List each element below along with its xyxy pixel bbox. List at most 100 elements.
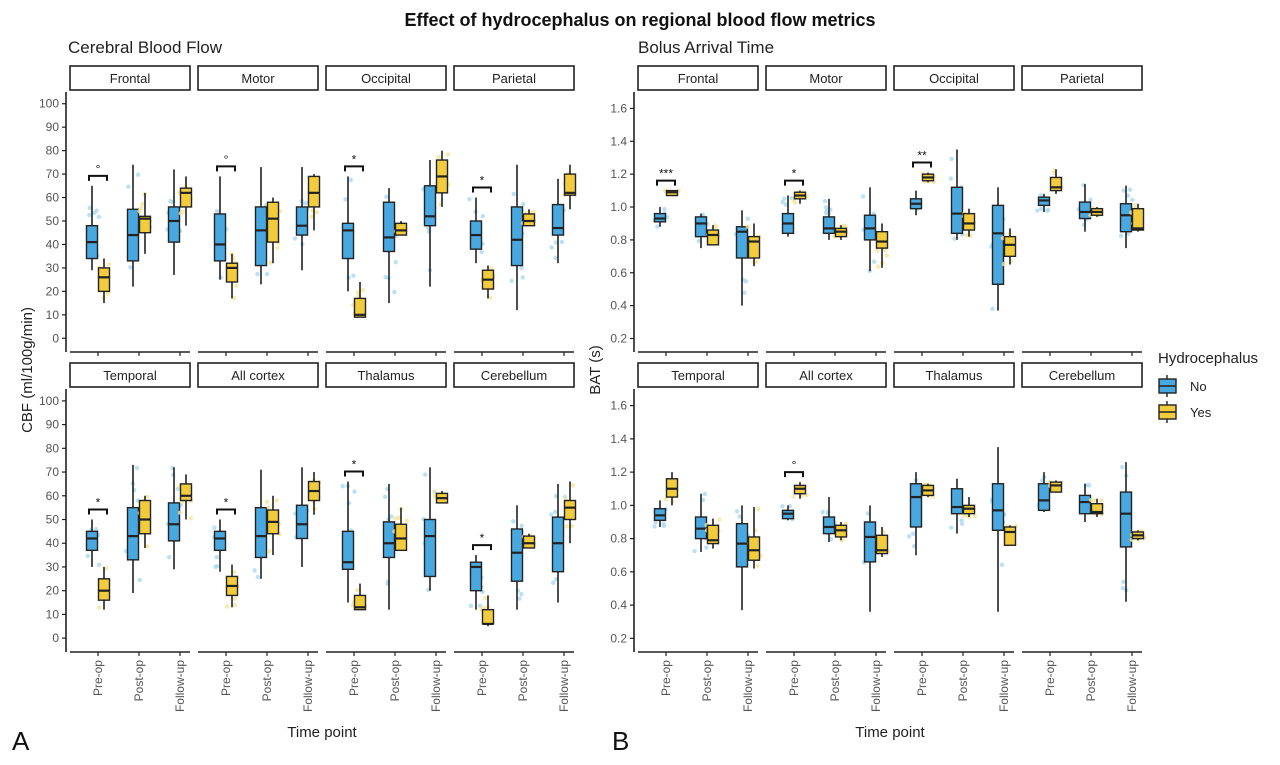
x-tick-label: Pre-op	[219, 660, 233, 696]
box-body	[522, 213, 536, 227]
significance-label: °	[96, 162, 101, 176]
y-tick-label: 1.2	[610, 167, 627, 181]
jitter-point	[519, 266, 524, 271]
bracket-line	[472, 544, 492, 551]
jitter-point	[792, 200, 798, 205]
box-body	[353, 297, 367, 318]
jitter-point	[756, 507, 761, 512]
jitter-point	[382, 494, 388, 499]
box-body	[307, 175, 321, 208]
significance-label: *	[96, 496, 101, 510]
jitter-point	[737, 514, 742, 519]
jitter-point	[355, 290, 361, 295]
jitter-point	[1127, 187, 1133, 192]
jitter-point	[655, 224, 660, 229]
box-body	[510, 206, 524, 267]
significance-bracket: ***	[656, 167, 676, 186]
facet-strip	[197, 362, 319, 388]
facet-strip	[325, 362, 447, 388]
jitter-point	[1118, 233, 1124, 239]
box-pre-op-yes	[479, 595, 495, 627]
box-pre-op-yes	[479, 265, 496, 300]
box-body	[747, 235, 761, 259]
facet-strip-label: Motor	[809, 71, 843, 86]
significance-label: *	[352, 458, 357, 472]
box-pre-op-no	[211, 519, 227, 572]
box-post-op-yes	[521, 533, 537, 549]
significance-label: °	[792, 458, 797, 472]
box-pre-op-yes	[1049, 168, 1064, 194]
box-follow-up-no	[860, 187, 877, 274]
jitter-point	[1121, 188, 1126, 193]
jitter-point	[487, 295, 493, 300]
jitter-point	[231, 570, 237, 575]
box-pre-op-yes	[662, 188, 681, 197]
facet-motor: Motor *	[765, 65, 890, 356]
box-body	[1037, 483, 1051, 512]
jitter-point	[549, 245, 554, 250]
facet-strip	[637, 362, 759, 388]
significance-bracket: *	[472, 174, 492, 193]
jitter-point	[702, 491, 708, 497]
jitter-point	[383, 275, 388, 280]
x-tick-label: Pre-op	[787, 660, 801, 696]
jitter-point	[351, 273, 356, 278]
jitter-point	[1039, 206, 1044, 212]
box-pre-op-no	[906, 472, 923, 556]
box-pre-op-yes	[350, 583, 367, 611]
bracket-line	[472, 186, 492, 193]
box-post-op-yes	[961, 497, 978, 520]
jitter-point	[135, 498, 140, 503]
box-pre-op-no	[85, 519, 102, 568]
box-pre-op-no	[467, 196, 486, 264]
significance-bracket: °	[88, 162, 108, 181]
box-post-op-yes	[704, 517, 722, 549]
jitter-point	[745, 224, 750, 229]
y-tick-label: 80	[46, 144, 60, 158]
box-follow-up-no	[421, 160, 437, 287]
jitter-point	[264, 499, 270, 504]
box-body	[469, 561, 483, 592]
box-body	[735, 226, 749, 259]
y-tick-label: 70	[46, 465, 60, 479]
box-body	[382, 201, 396, 253]
bracket-line	[344, 165, 364, 172]
box-body	[295, 206, 309, 236]
box-follow-up-no	[734, 505, 751, 611]
jitter-point	[266, 505, 271, 510]
box-post-op-no	[1076, 182, 1093, 232]
y-tick-label: 40	[46, 536, 60, 550]
y-tick-label: 60	[46, 489, 60, 503]
box-body	[481, 608, 495, 625]
box-pre-op-no	[652, 206, 670, 229]
box-body	[822, 516, 836, 535]
facet-frontal: Frontal ***	[637, 65, 762, 356]
facet-thalamus: Thalamus Pre-op Post-op Follow-up	[893, 362, 1019, 712]
jitter-point	[168, 198, 173, 204]
jitter-point	[520, 275, 525, 280]
jitter-point	[822, 198, 828, 204]
jitter-point	[791, 494, 796, 500]
jitter-point	[479, 249, 484, 255]
y-tick-label: 1.4	[610, 432, 627, 446]
jitter-point	[961, 513, 967, 518]
box-pre-op-no	[85, 185, 102, 271]
facet-strip	[1021, 65, 1143, 91]
facet-strip-label: Thalamus	[357, 368, 415, 383]
box-body	[563, 173, 577, 196]
jitter-point	[354, 587, 360, 593]
box-post-op-yes	[961, 208, 976, 239]
facet-strip	[69, 362, 191, 388]
panel-letter: A	[12, 726, 30, 756]
box-pre-op-yes	[791, 189, 809, 205]
jitter-point	[717, 517, 722, 522]
jitter-point	[352, 489, 357, 494]
facet-strip	[197, 65, 319, 91]
jitter-point	[704, 545, 709, 550]
jitter-point	[177, 510, 183, 515]
box-body	[167, 206, 181, 243]
jitter-point	[483, 596, 488, 601]
box-body	[382, 521, 396, 559]
box-body	[1090, 503, 1104, 515]
box-body	[167, 502, 181, 542]
